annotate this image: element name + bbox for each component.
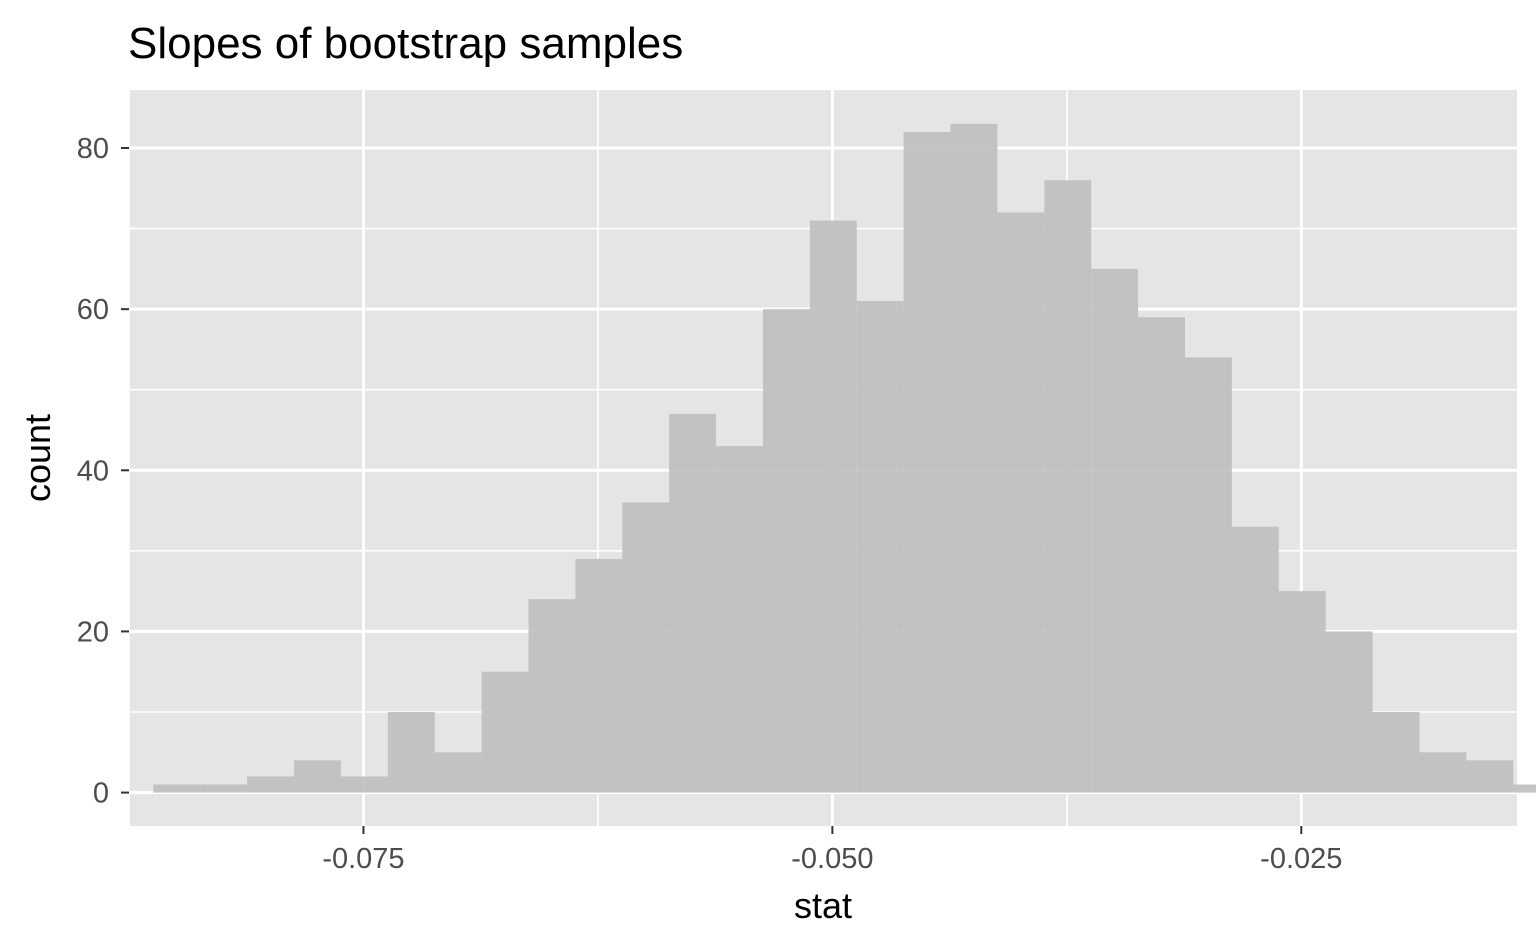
histogram-bar-9	[575, 558, 623, 793]
histogram-bar-0	[153, 784, 201, 793]
histogram-bar-25	[1325, 631, 1373, 793]
y-tick-label-2: 40	[77, 455, 109, 487]
histogram-bar-19	[1044, 180, 1092, 793]
histogram-bar-18	[997, 212, 1045, 793]
histogram-bar-16	[903, 131, 951, 793]
x-axis-title: stat	[794, 885, 852, 926]
histogram-bar-6	[434, 752, 482, 793]
histogram-bar-26	[1372, 711, 1420, 793]
y-tick-label-1: 20	[77, 616, 109, 648]
histogram-bar-27	[1419, 752, 1467, 793]
histogram-bar-2	[247, 776, 295, 793]
histogram-bar-12	[716, 446, 763, 793]
chart-title: Slopes of bootstrap samples	[128, 19, 683, 68]
histogram-bar-20	[1091, 268, 1139, 793]
histogram-bar-28	[1466, 760, 1514, 793]
histogram-bar-5	[387, 711, 435, 793]
histogram-bar-22	[1185, 357, 1232, 793]
histogram-bar-7	[481, 671, 529, 793]
histogram-bar-4	[340, 776, 388, 793]
y-tick-label-3: 60	[77, 294, 109, 326]
histogram-bar-29	[1513, 784, 1536, 793]
histogram-bar-1	[200, 784, 248, 793]
tick-labels: -0.075 -0.050 -0.025 0 20 40 60 80	[77, 133, 1343, 875]
histogram-bar-17	[950, 123, 998, 793]
x-tick-label-1: -0.050	[791, 843, 873, 875]
x-tick-label-2: -0.025	[1260, 843, 1342, 875]
y-tick-label-4: 80	[77, 133, 109, 165]
y-axis-title: count	[17, 414, 58, 502]
histogram-bars	[153, 123, 1536, 793]
x-tick-label-0: -0.075	[322, 843, 404, 875]
histogram-bar-13	[762, 309, 810, 793]
histogram-bar-23	[1231, 526, 1279, 793]
y-tick-label-0: 0	[93, 778, 109, 810]
histogram-bar-8	[528, 599, 576, 793]
histogram-bar-11	[669, 413, 717, 793]
histogram-bar-24	[1278, 591, 1326, 793]
histogram-bar-10	[622, 502, 670, 793]
histogram-bar-15	[856, 301, 904, 793]
histogram-bar-21	[1138, 317, 1186, 793]
histogram-bar-14	[809, 220, 857, 793]
histogram-bar-3	[294, 760, 341, 793]
axis-ticks	[121, 147, 1303, 834]
